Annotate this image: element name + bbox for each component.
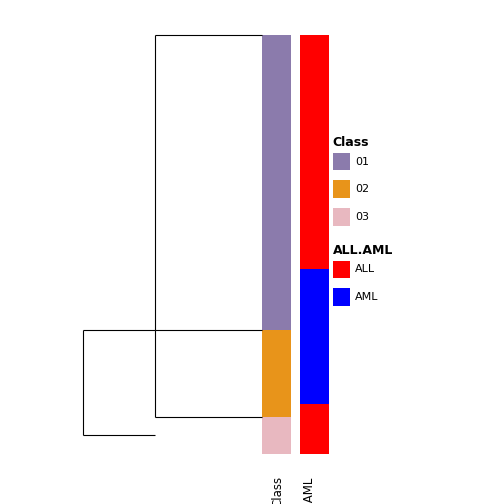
Text: 01: 01 [355, 157, 369, 166]
Bar [300, 404, 330, 417]
Bar [300, 269, 330, 404]
Text: ALL.AML: ALL.AML [302, 476, 316, 504]
Text: AML: AML [355, 292, 379, 302]
Bar [300, 35, 330, 269]
Text: 02: 02 [355, 184, 369, 194]
Text: Class: Class [333, 136, 369, 149]
Bar [262, 35, 291, 331]
Bar [262, 331, 291, 417]
Text: ALL.AML: ALL.AML [333, 244, 393, 257]
Bar [262, 417, 291, 454]
Text: ALL: ALL [355, 265, 375, 274]
Text: 03: 03 [355, 212, 369, 222]
Bar [300, 417, 330, 454]
Text: Class: Class [271, 476, 284, 504]
